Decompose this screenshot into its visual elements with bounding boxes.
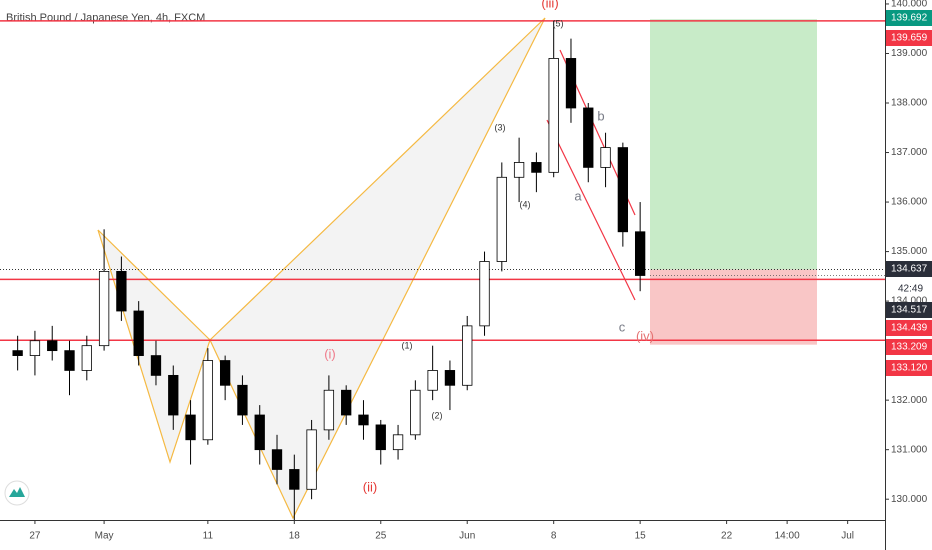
price-badge (886, 30, 932, 46)
candle-body (341, 389, 352, 416)
candle-body (375, 424, 386, 451)
y-tick-label: 139.000 (891, 48, 928, 59)
x-tick-label: May (95, 531, 114, 542)
x-tick-label: 8 (551, 531, 557, 542)
pattern-fill (210, 18, 545, 518)
logo-mark (9, 487, 25, 497)
price-badge-label: 134.439 (891, 323, 928, 334)
candle-body (462, 325, 473, 386)
candle-body (289, 469, 300, 490)
y-tick-label: 131.000 (891, 444, 928, 455)
candle-body (427, 370, 438, 391)
price-badge-label: 139.659 (891, 33, 928, 44)
y-tick-label: 137.000 (891, 147, 928, 158)
x-tick-label: 11 (203, 531, 214, 542)
x-tick-label: 25 (375, 531, 387, 542)
target-zone (650, 19, 817, 270)
price-badge (886, 261, 932, 277)
candle-body (254, 414, 265, 451)
price-badge-label: 139.692 (891, 13, 928, 24)
candle-body (634, 231, 646, 276)
chart-title: British Pound / Japanese Yen, 4h, FXCM (6, 12, 205, 24)
candle-body (219, 360, 231, 386)
price-badge (886, 320, 932, 336)
x-tick-label: 14:00 (775, 531, 800, 542)
candle-body (392, 434, 404, 451)
y-tick-label: 130.000 (891, 494, 928, 505)
price-badge-label: 133.209 (891, 342, 928, 353)
wave-label: (4) (520, 199, 531, 209)
time-axis-bg (0, 520, 932, 550)
candle-body (29, 340, 41, 356)
candle-body (185, 414, 196, 441)
x-tick-label: 22 (721, 531, 733, 542)
candle-body (64, 350, 75, 371)
wave-label: (1) (402, 340, 413, 350)
candle-body (565, 58, 577, 109)
price-badge-label: 134.517 (891, 305, 928, 316)
candle-body (12, 350, 23, 356)
candle-body (600, 147, 611, 168)
candle-body (150, 355, 162, 376)
candle-body (98, 270, 110, 347)
wave-label: c (619, 319, 626, 334)
price-badge (886, 10, 932, 26)
price-badge (886, 339, 932, 355)
price-badge-label: 134.637 (891, 264, 928, 275)
pattern-line (97, 229, 211, 341)
x-tick-label: Jul (841, 531, 854, 542)
candle-body (202, 360, 214, 441)
price-badge-label: 133.120 (891, 363, 928, 374)
x-tick-label: 18 (289, 531, 301, 542)
candle-body (237, 384, 248, 416)
candle-body (496, 176, 507, 262)
candle-body (410, 389, 421, 436)
price-badge (886, 360, 932, 376)
x-tick-label: Jun (459, 531, 475, 542)
wave-label: (iv) (636, 328, 654, 343)
candle-body (548, 58, 559, 173)
candle-body (479, 261, 490, 327)
wave-label: a (574, 188, 582, 203)
candle-body (306, 429, 317, 490)
candle-body (271, 449, 283, 470)
x-tick-label: 15 (635, 531, 647, 542)
wave-label: (2) (432, 410, 443, 420)
y-tick-label: 138.000 (891, 98, 928, 109)
pattern-line (209, 17, 546, 341)
y-tick-label: 136.000 (891, 197, 928, 208)
candle-body (116, 270, 127, 312)
y-tick-label: 140.000 (891, 0, 928, 10)
y-tick-label: 134.000 (891, 296, 928, 307)
wave-label: (iii) (541, 0, 558, 10)
wave-label: (5) (553, 18, 564, 28)
channel-line (546, 119, 636, 301)
candle-body (513, 162, 525, 178)
y-tick-label: 132.000 (891, 395, 928, 406)
wave-label: (3) (495, 122, 506, 132)
price-badge (886, 302, 932, 318)
candle-body (47, 340, 58, 352)
candle-body (531, 162, 542, 173)
candle-body (133, 310, 144, 356)
wave-label: (ii) (363, 479, 377, 494)
stop-zone (650, 269, 817, 345)
candle-body (323, 389, 335, 431)
candle-body (358, 414, 369, 426)
candle-body (617, 147, 629, 233)
candle-body (444, 370, 456, 386)
wave-label: b (597, 108, 604, 123)
candle-body (168, 374, 179, 416)
y-tick-label: 135.000 (891, 246, 928, 257)
x-tick-label: 27 (29, 531, 41, 542)
countdown: 42:49 (898, 284, 923, 295)
wave-label: (i) (324, 346, 336, 361)
candle-body (81, 345, 92, 371)
candle-body (583, 107, 594, 168)
